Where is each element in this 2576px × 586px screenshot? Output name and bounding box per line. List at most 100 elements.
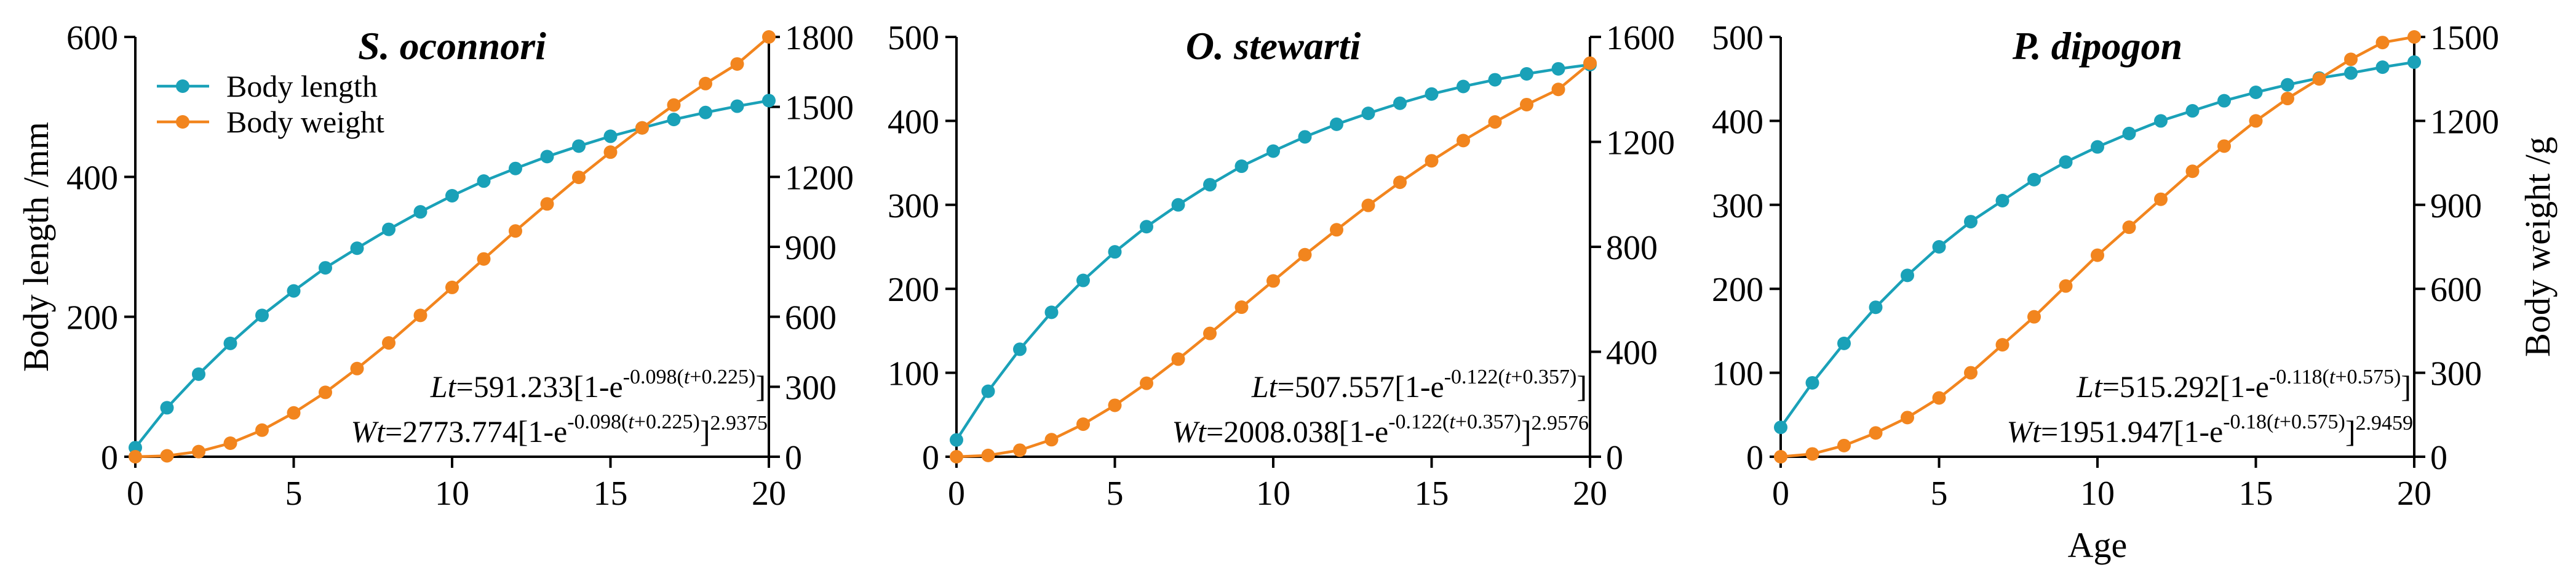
weight-equation: Wt=2773.774[1-e-0.098(t+0.225)]2.9375 xyxy=(351,411,768,449)
weight-equation: Wt=1951.947[1-e-0.18(t+0.575)]2.9459 xyxy=(2006,411,2413,449)
legend-label: Body weight xyxy=(226,105,384,139)
eq-lhs: Wt xyxy=(2006,414,2041,449)
eq-exp: -0.18( xyxy=(2223,411,2273,433)
body-length-point xyxy=(1995,193,2010,207)
body-length-point xyxy=(1837,336,1851,350)
body-weight-point xyxy=(2091,248,2104,262)
y-right-tick-label: 1200 xyxy=(1606,124,1675,163)
chart-title: S. oconnori xyxy=(358,24,546,68)
body-weight-point xyxy=(1520,97,1533,111)
body-length-point xyxy=(2407,55,2421,69)
body-weight-point xyxy=(1266,274,1280,288)
chart-panel-3: 0 5 10 15 2001002003004005000300600900120015… xyxy=(1712,19,2499,513)
body-weight-point xyxy=(1837,438,1851,452)
body-length-point xyxy=(1361,106,1375,121)
body-length-point xyxy=(2249,86,2263,100)
y-right-tick-label: 800 xyxy=(1606,229,1658,267)
body-weight-point xyxy=(1013,443,1027,457)
x-tick-label: 5 xyxy=(1931,475,1948,513)
body-weight-point xyxy=(762,30,776,44)
body-weight-point xyxy=(1108,398,1122,412)
body-weight-point xyxy=(1076,417,1090,431)
y-left-tick-label: 400 xyxy=(888,103,939,141)
body-weight-point xyxy=(1457,134,1470,148)
body-weight-point xyxy=(1203,326,1217,340)
eq-coef: =1951.947[1-e xyxy=(2041,414,2223,449)
x-tick-label: 5 xyxy=(1107,475,1124,513)
body-length-point xyxy=(1520,67,1533,81)
body-length-point xyxy=(1044,305,1059,319)
eq-close: ] xyxy=(700,414,710,449)
eq-coef: =515.292[1-e xyxy=(2102,369,2269,404)
body-weight-point xyxy=(2122,220,2136,235)
x-tick-label: 10 xyxy=(1256,475,1290,513)
body-weight-point xyxy=(2059,279,2073,293)
x-tick-label: 20 xyxy=(2397,475,2431,513)
body-weight-point xyxy=(509,224,522,238)
body-weight-point xyxy=(2249,114,2263,128)
body-length-point xyxy=(350,241,364,255)
legend-marker xyxy=(176,115,189,129)
body-weight-point xyxy=(730,57,744,71)
body-weight-point xyxy=(1551,82,1565,97)
body-weight-point xyxy=(1995,338,2010,352)
body-weight-point xyxy=(950,450,963,464)
body-weight-point xyxy=(1869,426,1883,440)
eq-exp: -0.122( xyxy=(1444,366,1505,388)
y-right-tick-label: 1500 xyxy=(785,89,854,127)
body-length-point xyxy=(160,401,174,415)
body-length-point xyxy=(2281,78,2294,92)
y-right-tick-label: 900 xyxy=(785,229,837,267)
eq-close: ] xyxy=(1576,369,1587,404)
body-weight-point xyxy=(129,450,142,464)
eq-coef: =507.557[1-e xyxy=(1278,369,1444,404)
body-weight-point xyxy=(1583,56,1597,70)
eq-coef: =2008.038[1-e xyxy=(1206,414,1388,449)
body-weight-point xyxy=(1488,115,1502,129)
body-length-point xyxy=(445,189,459,203)
y-right-tick-label: 600 xyxy=(785,299,837,337)
eq-lhs: Lt xyxy=(430,369,457,404)
body-length-point xyxy=(2027,172,2041,187)
eq-power: 2.9576 xyxy=(1532,412,1589,435)
body-length-point xyxy=(1076,273,1090,287)
body-length-point xyxy=(1171,198,1185,212)
body-weight-point xyxy=(2281,92,2294,106)
x-tick-label: 0 xyxy=(1772,475,1789,513)
chart-panel-2: 0 5 10 15 200100200300400500040080012001600O… xyxy=(888,19,1675,513)
y-right-tick-label: 1200 xyxy=(2430,103,2499,141)
length-equation: Lt=591.233[1-e-0.098(t+0.225)] xyxy=(430,366,766,404)
eq-exp: -0.122( xyxy=(1388,411,1449,433)
y-left-tick-label: 200 xyxy=(66,299,118,337)
body-weight-point xyxy=(1774,450,1787,464)
x-tick-label: 10 xyxy=(2080,475,2115,513)
body-length-point xyxy=(509,161,522,175)
eq-exp-t: t xyxy=(2273,411,2280,433)
body-weight-point xyxy=(1330,223,1343,237)
body-length-point xyxy=(1901,268,1914,283)
body-weight-point xyxy=(382,336,396,350)
eq-exp: +0.357) xyxy=(1511,366,1576,388)
y-right-tick-label: 0 xyxy=(2430,439,2447,477)
y-left-tick-label: 200 xyxy=(1712,271,1763,309)
body-weight-point xyxy=(2217,139,2231,153)
y-left-tick-label: 200 xyxy=(888,271,939,309)
body-length-point xyxy=(1203,178,1217,192)
weight-equation: Wt=2008.038[1-e-0.122(t+0.357)]2.9576 xyxy=(1172,411,1589,449)
body-length-point xyxy=(2344,66,2358,80)
eq-lhs: Lt xyxy=(2076,369,2103,404)
body-weight-point xyxy=(319,385,332,399)
eq-exp-t: t xyxy=(1449,411,1456,433)
body-weight-point xyxy=(1140,376,1153,390)
x-tick-label: 15 xyxy=(594,475,628,513)
body-length-point xyxy=(1108,245,1122,259)
body-weight-point xyxy=(2027,310,2041,324)
y-right-tick-label: 1800 xyxy=(785,19,854,57)
body-weight-point xyxy=(635,121,649,135)
x-tick-label: 20 xyxy=(752,475,786,513)
body-length-point xyxy=(667,113,681,127)
body-weight-point xyxy=(192,444,205,459)
body-weight-point xyxy=(287,406,301,420)
body-weight-point xyxy=(1901,411,1914,425)
